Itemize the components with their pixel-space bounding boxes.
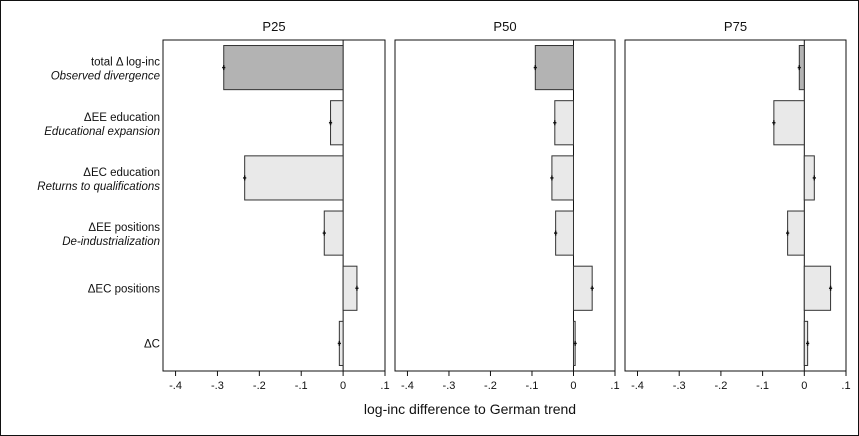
panel-title: P50 [493, 19, 516, 34]
bar [342, 265, 358, 311]
panel-frame [624, 39, 847, 372]
category-sublabel: Returns to qualifications [37, 181, 160, 193]
category-label: ΔEE education [84, 112, 160, 124]
bar [551, 155, 574, 201]
x-tick-label: .1 [610, 380, 619, 392]
bar [223, 45, 344, 91]
x-tick-label: .1 [841, 380, 850, 392]
category-label: ΔEC education [83, 167, 160, 179]
panel-p25: P25 -.4 -.3 -.2 -.1 0 .1 [162, 19, 390, 392]
panel-frame [394, 39, 616, 372]
bar [572, 265, 593, 311]
x-tick-label: -.2 [714, 380, 727, 392]
category-label: total Δ log-inc [91, 57, 160, 69]
x-tick-label: -.3 [443, 380, 456, 392]
category-labels: total Δ log-inc Observed divergence ΔEE ed… [37, 57, 160, 351]
x-tick-label: -.4 [631, 380, 644, 392]
panel-frame [162, 39, 386, 372]
panels: P25 -.4 -.3 -.2 -.1 0 .1 P50 -.4 -.3 -.2 -.1 0 .1 P75 -… [162, 19, 851, 392]
x-tick-label: -.2 [484, 380, 497, 392]
x-tick-label: -.2 [253, 380, 266, 392]
x-tick-label: -.1 [756, 380, 769, 392]
x-tick-label: -.4 [401, 380, 414, 392]
x-axis-title: log-inc difference to German trend [364, 401, 576, 417]
bar [323, 210, 344, 256]
bar [773, 100, 805, 146]
bar [803, 265, 832, 311]
x-tick-label: -.4 [169, 380, 182, 392]
x-tick-label: -.3 [211, 380, 224, 392]
x-tick-label: -.1 [295, 380, 308, 392]
bar [554, 100, 574, 146]
x-tick-label: 0 [570, 380, 576, 392]
panel-title: P75 [724, 19, 747, 34]
bar [555, 210, 574, 256]
category-label: ΔEE positions [88, 222, 160, 234]
panel-title: P25 [262, 19, 285, 34]
panel-p50: P50 -.4 -.3 -.2 -.1 0 .1 [394, 19, 620, 392]
bar [787, 210, 805, 256]
category-label: ΔEC positions [88, 283, 160, 295]
panel-p75: P75 -.4 -.3 -.2 -.1 0 .1 [624, 19, 851, 392]
bar [330, 100, 344, 146]
x-tick-label: .1 [380, 380, 389, 392]
bar [534, 45, 574, 91]
category-sublabel: Educational expansion [44, 126, 160, 138]
x-tick-label: 0 [801, 380, 807, 392]
x-tick-label: 0 [340, 380, 346, 392]
x-tick-label: -.1 [526, 380, 539, 392]
category-sublabel: Observed divergence [51, 71, 160, 83]
x-tick-label: -.3 [673, 380, 686, 392]
category-sublabel: De-industrialization [62, 236, 160, 248]
bar [244, 155, 344, 201]
category-label: ΔC [144, 338, 160, 350]
